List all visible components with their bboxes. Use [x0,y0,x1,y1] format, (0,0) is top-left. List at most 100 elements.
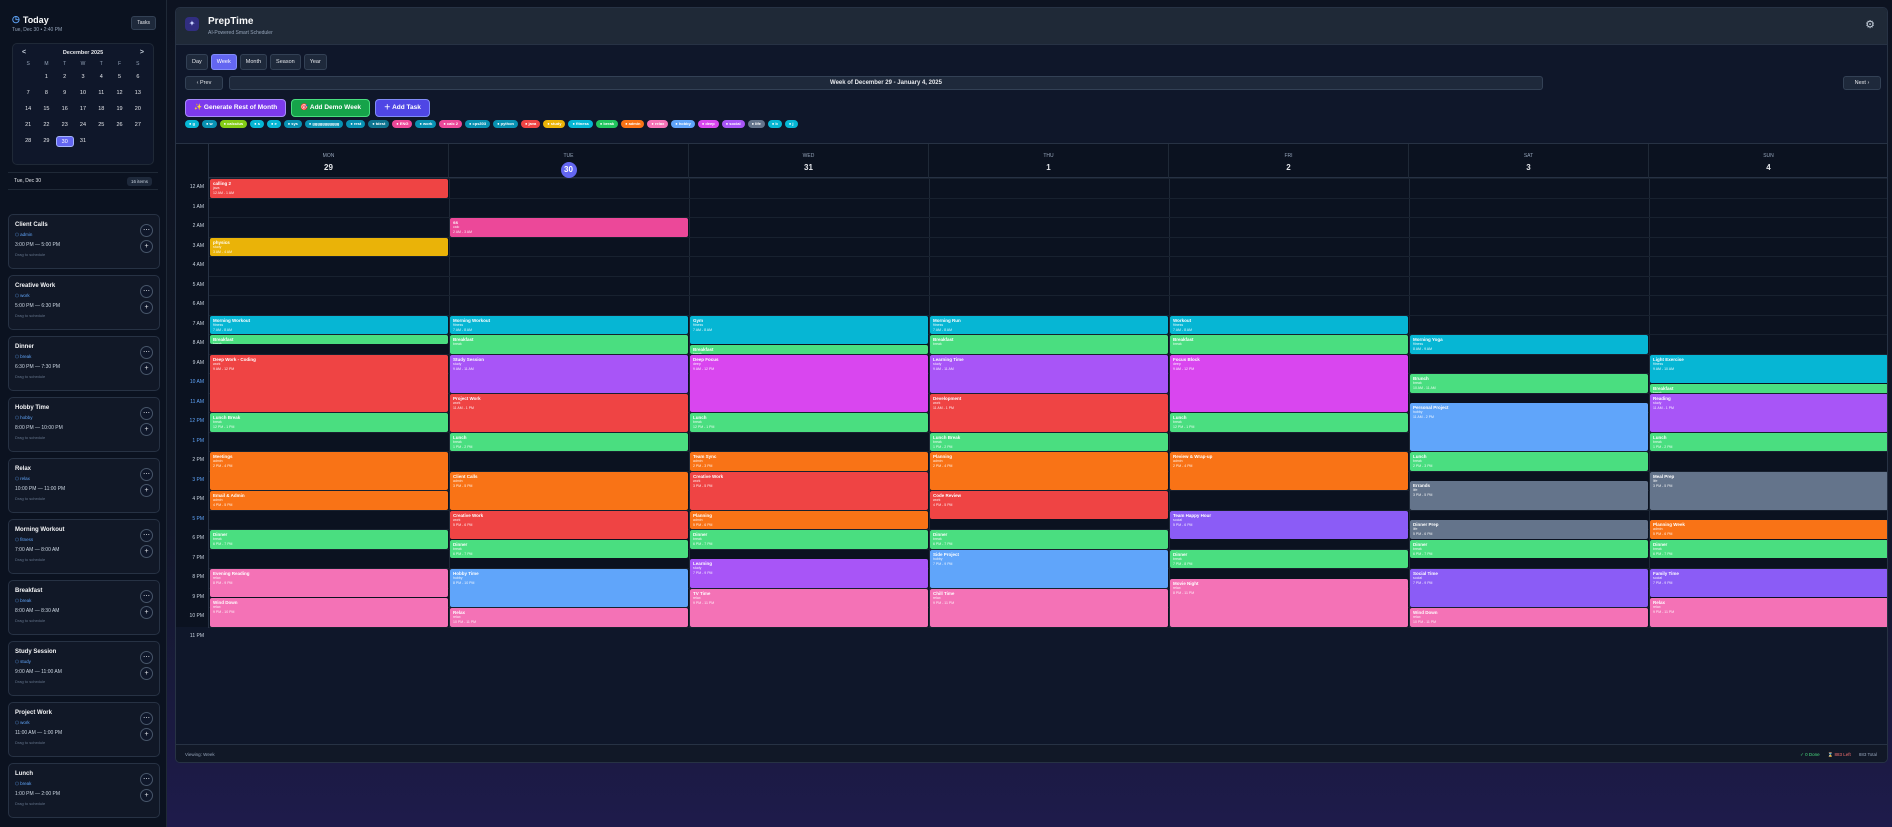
calendar-event[interactable]: Team Sync admin 2 PM - 3 PM [690,452,928,471]
add-demo-week-button[interactable]: 🎯 Add Demo Week [291,99,371,117]
calendar-day[interactable]: 19 [116,106,123,112]
prev-week-button[interactable]: ‹ Prev [185,76,223,90]
template-more-button[interactable]: ⋯ [140,346,153,359]
calendar-event[interactable]: Meal Prep life 3 PM - 5 PM [1650,471,1887,510]
day-header[interactable]: THU 1 [929,144,1169,178]
calendar-day[interactable]: 13 [134,90,141,96]
category-chip[interactable]: ● calc 2 [439,120,463,128]
calendar-day[interactable]: 9 [63,90,67,96]
calendar-event[interactable]: Evening Reading relax 8 PM - 9 PM [210,569,448,598]
template-more-button[interactable]: ⋯ [140,651,153,664]
category-chip[interactable]: ● w [201,120,217,128]
category-chip[interactable]: ● calculus [219,120,248,128]
day-header[interactable]: SAT 3 [1409,144,1649,178]
calendar-event[interactable]: Wind Down relax 9 PM - 10 PM [210,598,448,627]
task-template-card[interactable]: Hobby Time ⬡ hobby 8:00 PM — 10:00 PM Drag … [8,397,160,452]
calendar-day[interactable]: 11 [98,90,105,96]
calendar-event[interactable]: Lunch break 2 PM - 3 PM [1410,452,1648,471]
calendar-event[interactable]: Dinner break 6 PM - 7 PM [690,530,928,549]
calendar-event[interactable]: Dinner break 6 PM - 7 PM [1410,539,1648,559]
category-chip[interactable]: ● break [595,120,619,128]
category-chip[interactable]: ● ENG [392,120,413,128]
calendar-event[interactable]: Lunch break 1 PM - 2 PM [1650,432,1887,451]
calendar-event[interactable]: Brunch break 10 AM - 11 AM [1410,374,1648,393]
calendar-event[interactable]: Family Time social 7 PM - 9 PM [1650,569,1887,598]
calendar-event[interactable]: Relax relax 9 PM - 11 PM [1650,598,1887,627]
calendar-event[interactable]: Relax relax 10 PM - 11 PM [450,608,688,627]
calendar-event[interactable]: Study Session study 9 AM - 11 AM [450,354,688,393]
calendar-day[interactable]: 1 [44,74,48,80]
calendar-day[interactable]: 14 [25,106,32,112]
calendar-event[interactable]: physics study 3 AM - 4 AM [210,237,448,256]
calendar-event[interactable]: Planning admin 2 PM - 4 PM [930,452,1168,490]
category-chip[interactable]: ● e [266,120,281,128]
category-chip[interactable]: ● deep [697,120,719,128]
calendar-event[interactable]: calling 2 java 12 AM - 1 AM [210,179,448,198]
calendar-event[interactable]: Errands life 3 PM - 5 PM [1410,481,1648,510]
category-chip[interactable]: ● python [493,120,518,128]
calendar-day[interactable]: 22 [43,122,50,128]
calendar-day[interactable]: 5 [118,74,122,80]
calendar-day[interactable]: 27 [134,122,141,128]
calendar-event[interactable]: Code Review work 4 PM - 5 PM [930,491,1168,520]
category-chip[interactable]: ● study [543,120,566,128]
calendar-event[interactable]: Planning Week admin 5 PM - 6 PM [1650,520,1887,539]
category-chip[interactable]: ● b [767,120,782,128]
task-template-card[interactable]: Relax ⬡ relax 10:00 PM — 11:00 PM Drag to s… [8,458,160,513]
calendar-event[interactable]: Deep Work - Coding work 9 AM - 12 PM [210,354,448,412]
template-more-button[interactable]: ⋯ [140,773,153,786]
calendar-event[interactable]: Dinner break 6 PM - 7 PM [210,530,448,549]
day-header[interactable]: SUN 4 [1649,144,1887,178]
calendar-event[interactable]: Workout fitness 7 AM - 8 AM [1170,315,1408,334]
next-week-button[interactable]: Next › [1843,76,1881,90]
calendar-day[interactable]: 3 [81,74,85,80]
task-template-card[interactable]: Lunch ⬡ break 1:00 PM — 2:00 PM Drag to sch… [8,763,160,818]
calendar-day[interactable]: 26 [116,122,123,128]
category-chip[interactable]: ● tdest [368,120,390,128]
category-chip[interactable]: ● work [415,120,437,128]
calendar-day[interactable]: 28 [25,138,32,144]
calendar-event[interactable]: Dinner break 6 PM - 7 PM [1650,539,1887,559]
generate-month-button[interactable]: ✨ Generate Rest of Month [185,99,287,117]
calendar-event[interactable]: Team Happy Hour social 5 PM - 6 PM [1170,510,1408,539]
category-chip[interactable]: ● hobby [671,120,695,128]
calendar-event[interactable]: Morning Run fitness 7 AM - 8 AM [930,315,1168,334]
calendar-event[interactable]: Morning Workout fitness 7 AM - 8 AM [450,315,688,334]
calendar-day[interactable]: 12 [116,90,123,96]
template-more-button[interactable]: ⋯ [140,590,153,603]
calendar-event[interactable]: Client Calls admin 3 PM - 5 PM [450,471,688,510]
day-header[interactable]: FRI 2 [1169,144,1409,178]
calendar-day[interactable]: 16 [61,106,68,112]
category-chip[interactable]: ● g [185,120,199,128]
category-chip[interactable]: ● sys [283,120,302,128]
calendar-day[interactable]: 31 [79,138,87,144]
view-tab-day[interactable]: Day [186,54,208,70]
calendar-event[interactable]: TV Time relax 9 PM - 11 PM [690,588,928,627]
calendar-event[interactable]: Light Exercise fitness 9 AM - 10 AM [1650,354,1887,383]
calendar-event[interactable]: Dinner break 7 PM - 8 PM [1170,549,1408,568]
template-add-button[interactable]: + [140,606,153,619]
category-chip[interactable]: ● ggggggggggg [304,120,344,128]
category-chip[interactable]: ● life [747,120,765,128]
calendar-day[interactable]: 29 [43,138,50,144]
calendar-event[interactable]: Review & Wrap-up admin 2 PM - 4 PM [1170,452,1408,490]
calendar-event[interactable]: Meetings admin 2 PM - 4 PM [210,452,448,490]
calendar-day[interactable]: 18 [98,106,105,112]
template-add-button[interactable]: + [140,362,153,375]
task-template-card[interactable]: Project Work ⬡ work 11:00 AM — 1:00 PM Drag… [8,702,160,757]
view-tab-year[interactable]: Year [303,54,327,70]
calendar-day[interactable]: 24 [79,122,87,128]
task-template-card[interactable]: Dinner ⬡ break 6:30 PM — 7:30 PM Drag to sc… [8,336,160,391]
calendar-event[interactable]: Hobby Time hobby 8 PM - 10 PM [450,569,688,607]
calendar-event[interactable]: Chill Time relax 9 PM - 11 PM [930,588,1168,627]
calendar-event[interactable]: Planning admin 5 PM - 6 PM [690,510,928,529]
calendar-day[interactable]: 6 [136,74,140,80]
template-add-button[interactable]: + [140,423,153,436]
template-more-button[interactable]: ⋯ [140,407,153,420]
calendar-day[interactable]: 15 [43,106,50,112]
calendar-day[interactable]: 4 [99,74,103,80]
